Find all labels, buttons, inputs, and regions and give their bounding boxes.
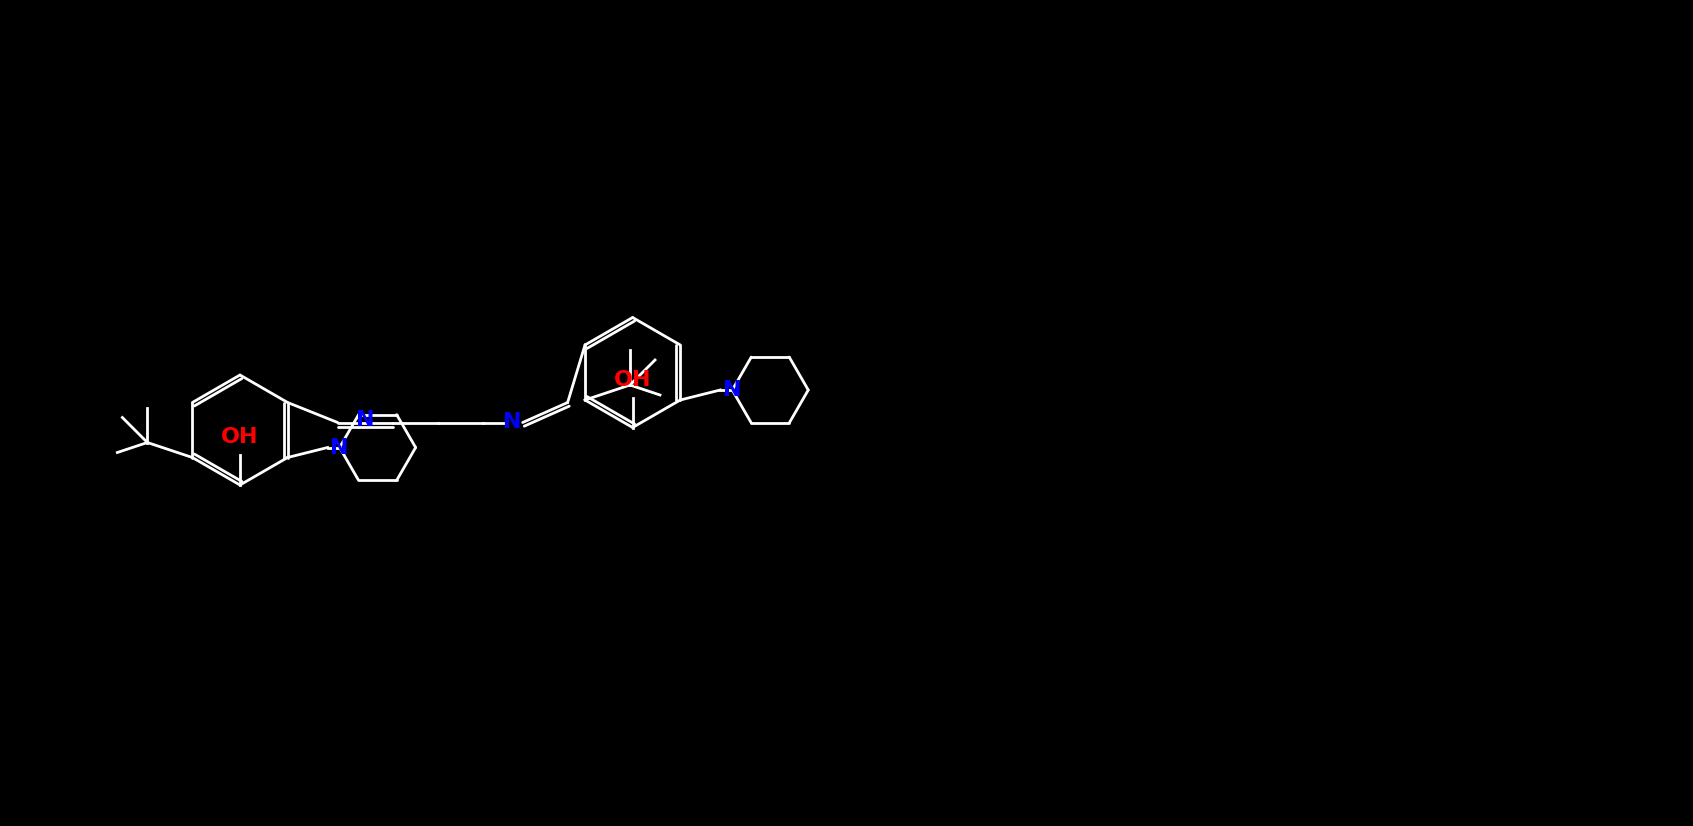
Text: N: N [503,412,521,433]
Text: OH: OH [222,427,259,447]
Text: N: N [356,411,374,430]
Text: OH: OH [615,369,652,390]
Text: N: N [330,438,349,458]
Text: N: N [723,380,742,400]
